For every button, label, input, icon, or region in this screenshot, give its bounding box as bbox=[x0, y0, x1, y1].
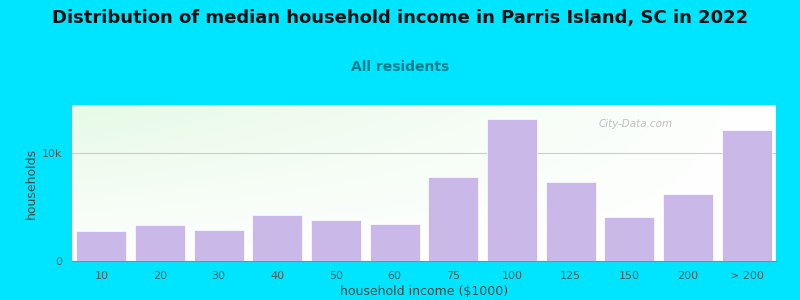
Text: City-Data.com: City-Data.com bbox=[598, 119, 672, 129]
Bar bbox=[429, 177, 478, 261]
Bar bbox=[135, 226, 185, 261]
Bar bbox=[605, 217, 654, 261]
Bar bbox=[311, 220, 361, 261]
Bar bbox=[194, 230, 243, 261]
Bar bbox=[546, 182, 595, 261]
Y-axis label: households: households bbox=[25, 147, 38, 219]
Bar bbox=[253, 215, 302, 261]
Bar bbox=[722, 130, 771, 261]
Bar bbox=[77, 231, 126, 261]
Text: Distribution of median household income in Parris Island, SC in 2022: Distribution of median household income … bbox=[52, 9, 748, 27]
Text: All residents: All residents bbox=[351, 60, 449, 74]
Bar bbox=[487, 119, 537, 261]
Bar bbox=[370, 224, 419, 261]
Bar bbox=[663, 194, 713, 261]
X-axis label: household income ($1000): household income ($1000) bbox=[340, 285, 508, 298]
